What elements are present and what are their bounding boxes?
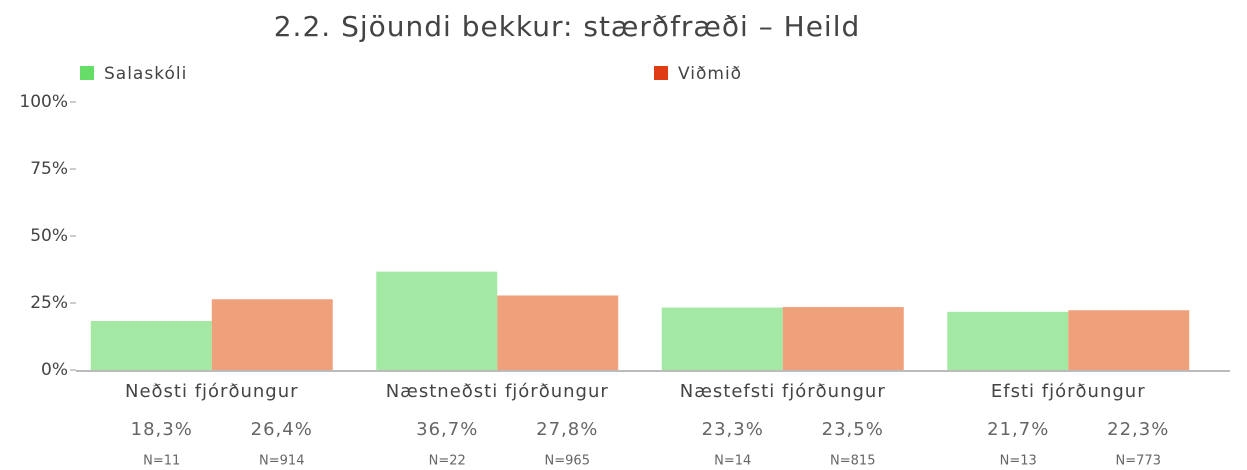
value-label: 23,5% bbox=[822, 419, 884, 440]
bar bbox=[497, 295, 619, 370]
y-tick-label: 25% bbox=[30, 293, 68, 313]
bar bbox=[947, 311, 1069, 370]
x-tick-label: Efsti fjórðungur bbox=[991, 381, 1146, 402]
value-label: 21,7% bbox=[987, 419, 1049, 440]
value-label: 27,8% bbox=[536, 419, 598, 440]
value-label: 18,3% bbox=[131, 419, 193, 440]
bar bbox=[782, 307, 904, 370]
y-tick-label: 0% bbox=[41, 360, 68, 380]
x-tick-label: Neðsti fjórðungur bbox=[125, 381, 299, 402]
bar bbox=[211, 299, 333, 370]
legend-swatch bbox=[80, 66, 94, 80]
y-tick-label: 50% bbox=[30, 226, 68, 246]
chart-title: 2.2. Sjöundi bekkur: stærðfræði – Heild bbox=[274, 10, 861, 43]
bar bbox=[1068, 310, 1190, 370]
n-label: N=914 bbox=[259, 454, 304, 469]
legend-label: Viðmið bbox=[678, 64, 742, 84]
value-label: 22,3% bbox=[1107, 419, 1169, 440]
legend-swatch bbox=[654, 66, 668, 80]
y-tick-label: 75% bbox=[30, 159, 68, 179]
x-tick-label: Næstefsti fjórðungur bbox=[680, 381, 886, 402]
n-label: N=815 bbox=[830, 454, 875, 469]
bar bbox=[376, 271, 498, 370]
n-label: N=773 bbox=[1116, 454, 1161, 469]
x-tick-label: Næstneðsti fjórðungur bbox=[386, 381, 609, 402]
n-label: N=22 bbox=[429, 454, 466, 469]
n-label: N=965 bbox=[545, 454, 590, 469]
legend-label: Salaskóli bbox=[104, 64, 187, 84]
bar bbox=[661, 307, 783, 370]
value-label: 23,3% bbox=[702, 419, 764, 440]
value-label: 36,7% bbox=[416, 419, 478, 440]
y-tick-label: 100% bbox=[19, 92, 68, 112]
n-label: N=14 bbox=[714, 454, 751, 469]
n-label: N=11 bbox=[143, 454, 180, 469]
value-label: 26,4% bbox=[251, 419, 313, 440]
bar bbox=[90, 320, 212, 370]
n-label: N=13 bbox=[1000, 454, 1037, 469]
